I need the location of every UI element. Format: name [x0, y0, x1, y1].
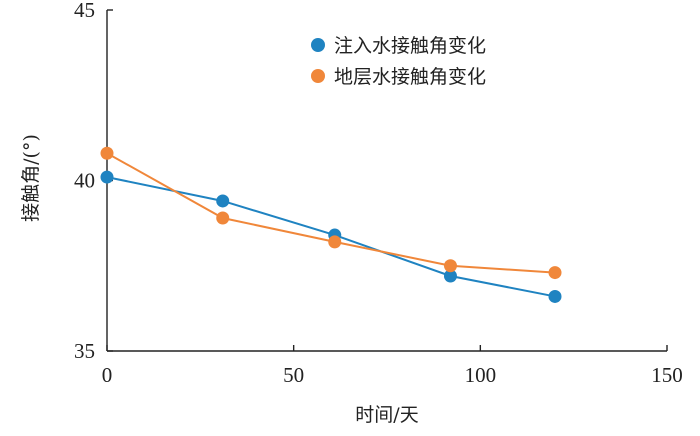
x-axis-title: 时间/天 [355, 404, 418, 426]
axis-ticks: 35 40 45 0 50 100 150 [74, 0, 683, 387]
y-axis-title: 接触角/(°) [20, 134, 42, 222]
series-2-point [328, 235, 342, 249]
legend-label-series-1: 注入水接触角变化 [334, 35, 486, 57]
series-2-point [548, 266, 562, 280]
series-2-point [100, 146, 114, 160]
series-1-point [548, 289, 562, 303]
x-tick-label-150: 150 [651, 363, 683, 387]
x-tick-label-100: 100 [465, 363, 497, 387]
series-layer [100, 146, 562, 303]
series-2-line [106, 152, 556, 274]
series-2-point [216, 211, 230, 225]
series-2-point [443, 259, 457, 273]
series-1-point [216, 194, 230, 208]
series-1 [100, 170, 562, 303]
x-tick-label-0: 0 [102, 363, 113, 387]
series-1-point [443, 269, 457, 283]
x-tick-label-50: 50 [283, 363, 304, 387]
axes [106, 10, 667, 352]
series-2 [100, 146, 562, 280]
y-tick-label-45: 45 [74, 0, 95, 22]
legend-label-series-2: 地层水接触角变化 [334, 66, 486, 88]
legend: 注入水接触角变化 地层水接触角变化 [311, 35, 486, 88]
series-1-point [100, 170, 114, 184]
y-tick-label-40: 40 [74, 169, 95, 193]
legend-marker-series-2 [311, 69, 325, 83]
y-tick-label-35: 35 [74, 339, 95, 363]
legend-marker-series-1 [311, 38, 325, 52]
